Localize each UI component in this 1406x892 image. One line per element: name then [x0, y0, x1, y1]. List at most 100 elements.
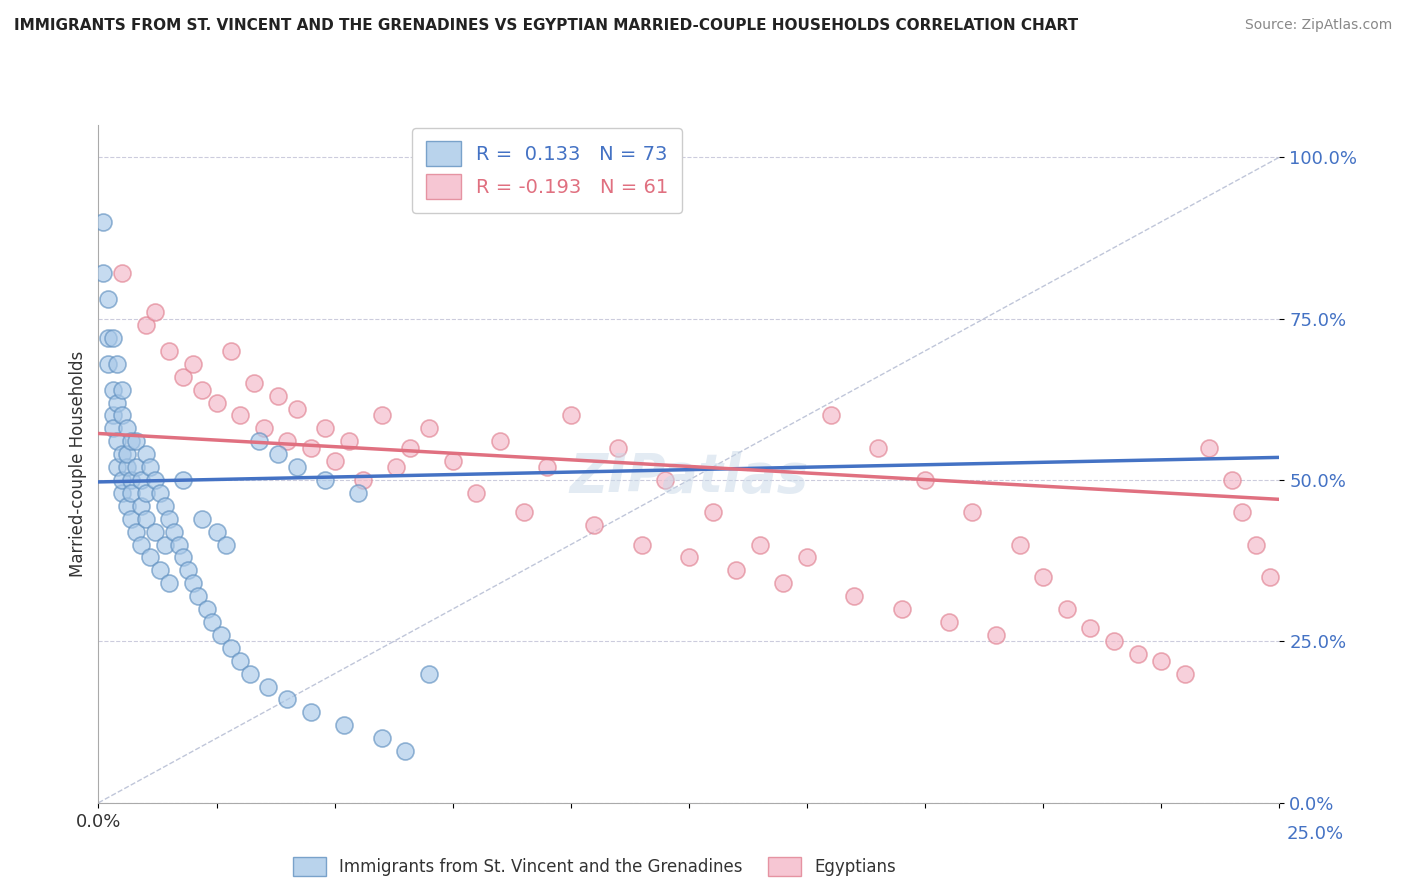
Point	[702, 505, 724, 519]
Point	[772, 576, 794, 591]
Point	[1220, 473, 1243, 487]
Point	[1174, 666, 1197, 681]
Point	[115, 447, 138, 461]
Point	[115, 499, 138, 513]
Point	[181, 576, 204, 591]
Point	[91, 266, 114, 280]
Point	[97, 331, 120, 345]
Point	[97, 357, 120, 371]
Point	[219, 640, 242, 655]
Point	[129, 537, 152, 551]
Point	[101, 409, 124, 423]
Point	[844, 589, 866, 603]
Text: ZIPatlas: ZIPatlas	[569, 451, 808, 503]
Point	[101, 331, 124, 345]
Point	[111, 409, 134, 423]
Y-axis label: Married-couple Households: Married-couple Households	[69, 351, 87, 577]
Point	[135, 318, 157, 332]
Point	[121, 512, 143, 526]
Point	[1102, 634, 1125, 648]
Point	[115, 421, 138, 435]
Point	[239, 666, 262, 681]
Point	[191, 512, 214, 526]
Point	[314, 421, 336, 435]
Point	[135, 512, 157, 526]
Point	[135, 486, 157, 500]
Point	[285, 460, 308, 475]
Text: IMMIGRANTS FROM ST. VINCENT AND THE GRENADINES VS EGYPTIAN MARRIED-COUPLE HOUSEH: IMMIGRANTS FROM ST. VINCENT AND THE GREN…	[14, 18, 1078, 33]
Point	[347, 486, 370, 500]
Point	[101, 421, 124, 435]
Point	[314, 473, 336, 487]
Point	[135, 447, 157, 461]
Point	[111, 447, 134, 461]
Point	[91, 215, 114, 229]
Point	[153, 499, 176, 513]
Point	[678, 550, 700, 565]
Point	[172, 550, 194, 565]
Point	[253, 421, 276, 435]
Point	[157, 576, 180, 591]
Point	[337, 434, 360, 449]
Point	[153, 537, 176, 551]
Point	[229, 654, 252, 668]
Point	[418, 666, 440, 681]
Text: 25.0%: 25.0%	[1286, 825, 1344, 843]
Point	[149, 486, 172, 500]
Point	[1244, 537, 1267, 551]
Point	[105, 395, 128, 409]
Point	[215, 537, 238, 551]
Point	[725, 563, 748, 577]
Point	[157, 343, 180, 358]
Point	[820, 409, 842, 423]
Point	[938, 615, 960, 629]
Point	[125, 434, 148, 449]
Point	[333, 718, 356, 732]
Text: Source: ZipAtlas.com: Source: ZipAtlas.com	[1244, 18, 1392, 32]
Point	[748, 537, 770, 551]
Point	[512, 505, 534, 519]
Point	[139, 550, 162, 565]
Point	[187, 589, 209, 603]
Point	[1126, 648, 1149, 662]
Point	[177, 563, 200, 577]
Point	[209, 628, 232, 642]
Point	[1032, 570, 1054, 584]
Point	[121, 486, 143, 500]
Point	[157, 512, 180, 526]
Point	[465, 486, 488, 500]
Point	[111, 383, 134, 397]
Point	[195, 602, 218, 616]
Point	[1150, 654, 1173, 668]
Point	[172, 473, 194, 487]
Point	[139, 460, 162, 475]
Point	[97, 292, 120, 306]
Point	[143, 524, 166, 539]
Point	[536, 460, 558, 475]
Point	[1056, 602, 1078, 616]
Point	[1080, 622, 1102, 636]
Point	[962, 505, 984, 519]
Point	[583, 518, 606, 533]
Point	[201, 615, 224, 629]
Point	[205, 395, 228, 409]
Point	[385, 460, 408, 475]
Point	[219, 343, 242, 358]
Point	[890, 602, 912, 616]
Point	[371, 409, 394, 423]
Point	[630, 537, 652, 551]
Point	[143, 473, 166, 487]
Point	[111, 486, 134, 500]
Point	[172, 369, 194, 384]
Point	[371, 731, 394, 746]
Point	[129, 499, 152, 513]
Point	[267, 447, 290, 461]
Point	[101, 383, 124, 397]
Point	[607, 441, 630, 455]
Point	[399, 441, 422, 455]
Point	[441, 453, 464, 467]
Point	[394, 744, 416, 758]
Point	[181, 357, 204, 371]
Point	[105, 460, 128, 475]
Point	[149, 563, 172, 577]
